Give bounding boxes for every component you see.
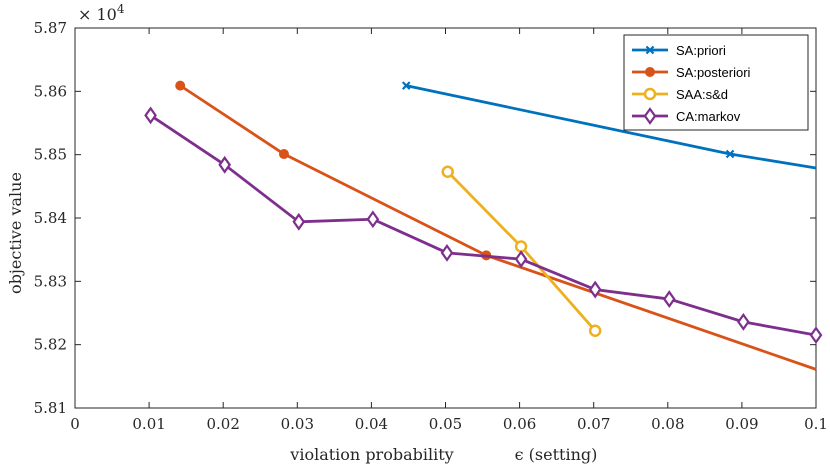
y-exponent-label: × 104 bbox=[78, 2, 125, 24]
data-point-diamond bbox=[366, 210, 380, 229]
y-tick-label: 5.87 bbox=[34, 19, 67, 37]
legend-label: SA:posteriori bbox=[676, 65, 751, 80]
y-tick-label: 5.84 bbox=[34, 209, 67, 227]
series-line bbox=[179, 84, 817, 371]
legend-item: SA:priori bbox=[632, 43, 726, 58]
x-tick-label: 0.06 bbox=[503, 415, 536, 433]
x-tick-label: 0.04 bbox=[355, 415, 388, 433]
y-tick-label: 5.85 bbox=[34, 146, 67, 164]
y-tick-label: 5.81 bbox=[34, 399, 67, 417]
data-point-circle bbox=[588, 324, 602, 337]
data-point-diamond bbox=[643, 107, 657, 125]
data-point-diamond bbox=[440, 243, 454, 262]
x-tick-label: 0.05 bbox=[429, 415, 462, 433]
legend-label: CA:markov bbox=[676, 109, 741, 124]
data-point-diamond bbox=[737, 312, 750, 331]
legend-item: SAA:s&d bbox=[632, 87, 728, 102]
data-point-dot bbox=[278, 149, 289, 160]
data-point-x bbox=[401, 81, 411, 90]
data-point-diamond bbox=[218, 155, 232, 174]
legend-item: SA:posteriori bbox=[632, 65, 751, 80]
series-ca-markov bbox=[144, 106, 823, 345]
x-tick-label: 0.09 bbox=[725, 415, 758, 433]
y-tick-label: 5.82 bbox=[34, 336, 67, 354]
x-tick-label: 0.08 bbox=[651, 415, 684, 433]
data-point-diamond bbox=[514, 250, 528, 269]
x-tick-label: 0.02 bbox=[206, 415, 239, 433]
data-point-diamond bbox=[588, 280, 602, 299]
x-tick-label: 0.07 bbox=[577, 415, 610, 433]
data-point-diamond bbox=[144, 106, 157, 125]
series-sa-priori bbox=[401, 81, 817, 170]
data-point-diamond bbox=[809, 326, 823, 345]
x-tick-label: 0 bbox=[70, 415, 80, 433]
series-line bbox=[149, 114, 817, 337]
y-exponent-power: 4 bbox=[117, 2, 125, 16]
data-point-diamond bbox=[292, 212, 306, 231]
y-tick-label: 5.86 bbox=[34, 82, 67, 100]
data-point-circle bbox=[514, 240, 528, 253]
legend-item: CA:markov bbox=[632, 107, 741, 125]
data-point-x bbox=[645, 45, 655, 55]
ticks: 0 0.01 0.02 0.03 0.04 0.05 0.06 0.07 0.08 0.09 0.1… bbox=[34, 19, 828, 433]
data-point-dot bbox=[645, 67, 655, 77]
data-point-dot bbox=[175, 80, 186, 91]
series-layer bbox=[144, 80, 823, 371]
y-axis-label: objective value bbox=[6, 172, 25, 294]
series-saa-s-d bbox=[441, 165, 602, 337]
data-point-x bbox=[725, 149, 735, 159]
data-point-circle bbox=[441, 165, 454, 179]
x-axis-label: violation probability bbox=[289, 445, 453, 464]
data-point-circle bbox=[643, 87, 657, 101]
legend-label: SAA:s&d bbox=[676, 87, 728, 102]
legend: SA:priori SA:posteriori SAA:s&d CA:markov bbox=[623, 34, 809, 131]
x-tick-label: 0.03 bbox=[281, 415, 314, 433]
legend-label: SA:priori bbox=[676, 43, 726, 58]
x-tick-label: 0.1 bbox=[804, 415, 828, 433]
series-sa-posteriori bbox=[175, 80, 817, 371]
x-tick-label: 0.01 bbox=[132, 415, 165, 433]
data-point-diamond bbox=[662, 290, 676, 308]
x-axis-label-setting: ϵ (setting) bbox=[515, 445, 598, 464]
y-tick-label: 5.83 bbox=[34, 272, 67, 290]
